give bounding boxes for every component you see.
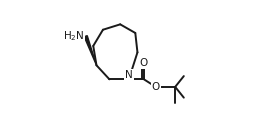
Text: O: O bbox=[140, 58, 148, 68]
Text: H$_2$N: H$_2$N bbox=[63, 29, 85, 43]
Text: O: O bbox=[152, 82, 160, 92]
Text: N: N bbox=[125, 70, 133, 80]
Polygon shape bbox=[84, 36, 97, 65]
